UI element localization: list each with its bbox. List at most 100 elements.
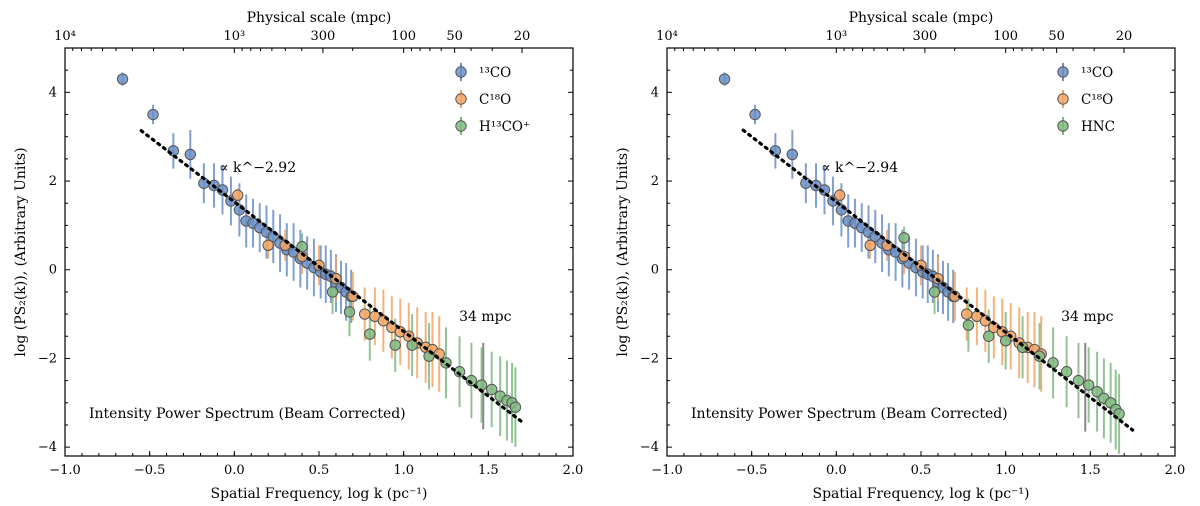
legend-marker bbox=[455, 93, 467, 105]
x-axis-title: Spatial Frequency, log k (pc⁻¹) bbox=[210, 486, 427, 502]
data-layer bbox=[718, 72, 1135, 454]
fit-line bbox=[741, 128, 1135, 432]
top-axis-title: Physical scale (mpc) bbox=[849, 10, 994, 26]
y-tick-label: −4 bbox=[38, 440, 57, 455]
top-tick-label: 300 bbox=[310, 29, 335, 44]
legend-label: H¹³CO⁺ bbox=[479, 119, 530, 135]
x-tick-label: 1.5 bbox=[478, 463, 499, 478]
y-tick-label: −2 bbox=[640, 351, 659, 366]
fit-line bbox=[139, 129, 524, 424]
x-tick-label: −1.0 bbox=[49, 463, 81, 478]
data-point bbox=[486, 383, 498, 396]
x-tick-label: 1.0 bbox=[393, 463, 414, 478]
top-axis-title: Physical scale (mpc) bbox=[247, 10, 392, 26]
data-point bbox=[864, 239, 876, 252]
data-point bbox=[928, 286, 941, 298]
legend-marker bbox=[1057, 120, 1069, 132]
data-point bbox=[147, 108, 159, 121]
y-tick-label: 0 bbox=[49, 263, 57, 278]
data-point bbox=[1091, 385, 1103, 398]
x-tick-label: −1.0 bbox=[651, 463, 683, 478]
panel-right: −1.0 −0.5 0.0 0.5 1.0 1.5 2.0 −4 −2 0 2 4 10⁴ 10³ 300 1… bbox=[615, 10, 1185, 502]
legend-marker bbox=[455, 66, 467, 78]
top-tick-label: 50 bbox=[1048, 29, 1065, 44]
annotation-text: Intensity Power Spectrum (Beam Corrected… bbox=[89, 406, 406, 422]
data-point bbox=[406, 339, 418, 351]
y-tick-label: 4 bbox=[651, 85, 659, 100]
y-tick-label: 2 bbox=[49, 174, 57, 189]
data-point bbox=[1082, 379, 1095, 391]
annotation-text: Intensity Power Spectrum (Beam Corrected… bbox=[691, 406, 1008, 422]
data-point bbox=[983, 330, 995, 342]
data-point bbox=[364, 328, 376, 340]
x-tick-label: 1.5 bbox=[1080, 463, 1101, 478]
data-point bbox=[718, 73, 731, 85]
legend-marker bbox=[455, 120, 467, 132]
legend-marker bbox=[1057, 93, 1069, 105]
legend-label: ¹³CO bbox=[1081, 65, 1113, 81]
y-tick-label: 4 bbox=[49, 85, 57, 100]
x-tick-label: 2.0 bbox=[1165, 463, 1186, 478]
data-point bbox=[475, 379, 488, 391]
data-point bbox=[509, 401, 522, 413]
data-point bbox=[835, 204, 848, 216]
scale-marker-label: 34 mpc bbox=[459, 309, 512, 325]
data-point bbox=[999, 334, 1012, 347]
top-tick-label: 20 bbox=[1116, 29, 1133, 44]
panel-left: −1.0 −0.5 0.0 0.5 1.0 1.5 2.0 −4 −2 0 2 4 10⁴ 10³ 300 1… bbox=[13, 10, 583, 502]
legend-label: C¹⁸O bbox=[479, 92, 511, 108]
top-tick-label: 20 bbox=[514, 29, 531, 44]
top-tick-label: 300 bbox=[912, 29, 937, 44]
fit-label: ∝ k^−2.92 bbox=[219, 160, 296, 176]
data-layer bbox=[116, 72, 524, 448]
y-tick-label: 2 bbox=[651, 174, 659, 189]
top-tick-label: 10⁴ bbox=[656, 29, 678, 44]
x-tick-label: −0.5 bbox=[134, 463, 166, 478]
top-tick-label: 100 bbox=[391, 29, 416, 44]
data-point bbox=[326, 286, 339, 298]
top-tick-label: 10³ bbox=[825, 29, 847, 44]
legend-label: HNC bbox=[1081, 119, 1115, 135]
data-point bbox=[465, 374, 478, 387]
y-tick-label: −4 bbox=[640, 440, 659, 455]
data-point bbox=[116, 73, 129, 85]
x-tick-label: 0.5 bbox=[911, 463, 932, 478]
data-point bbox=[184, 148, 197, 161]
fit-label: ∝ k^−2.94 bbox=[821, 160, 898, 176]
top-tick-label: 10⁴ bbox=[54, 29, 76, 44]
data-point bbox=[232, 189, 244, 201]
x-tick-label: −0.5 bbox=[736, 463, 768, 478]
x-tick-label: 1.0 bbox=[995, 463, 1016, 478]
data-point bbox=[898, 250, 910, 263]
top-tick-label: 10³ bbox=[223, 29, 245, 44]
y-tick-label: −2 bbox=[38, 351, 57, 366]
y-axis-title: log (PS₂(k)), (Arbitrary Units) bbox=[13, 147, 29, 356]
x-axis-title: Spatial Frequency, log k (pc⁻¹) bbox=[812, 486, 1029, 502]
data-point bbox=[749, 108, 761, 121]
data-point bbox=[1072, 374, 1085, 387]
data-point bbox=[898, 232, 910, 244]
data-point bbox=[296, 240, 308, 253]
data-point bbox=[389, 339, 401, 351]
data-point bbox=[1060, 366, 1073, 378]
x-tick-label: 2.0 bbox=[563, 463, 584, 478]
x-tick-label: 0.0 bbox=[826, 463, 847, 478]
y-tick-label: 0 bbox=[651, 263, 659, 278]
data-point bbox=[962, 319, 975, 331]
x-tick-label: 0.0 bbox=[224, 463, 245, 478]
data-point bbox=[359, 308, 371, 320]
x-tick-label: 0.5 bbox=[309, 463, 330, 478]
y-axis-title: log (PS₂(k)), (Arbitrary Units) bbox=[615, 147, 631, 356]
data-point bbox=[834, 189, 846, 201]
legend-label: ¹³CO bbox=[479, 65, 511, 81]
scale-marker-label: 34 mpc bbox=[1061, 309, 1114, 325]
data-point bbox=[262, 239, 274, 252]
legend-label: C¹⁸O bbox=[1081, 92, 1113, 108]
top-tick-label: 50 bbox=[446, 29, 463, 44]
top-tick-label: 100 bbox=[993, 29, 1018, 44]
data-point bbox=[343, 306, 356, 318]
data-point bbox=[961, 308, 973, 320]
data-point bbox=[1033, 350, 1046, 362]
legend-marker bbox=[1057, 66, 1069, 78]
